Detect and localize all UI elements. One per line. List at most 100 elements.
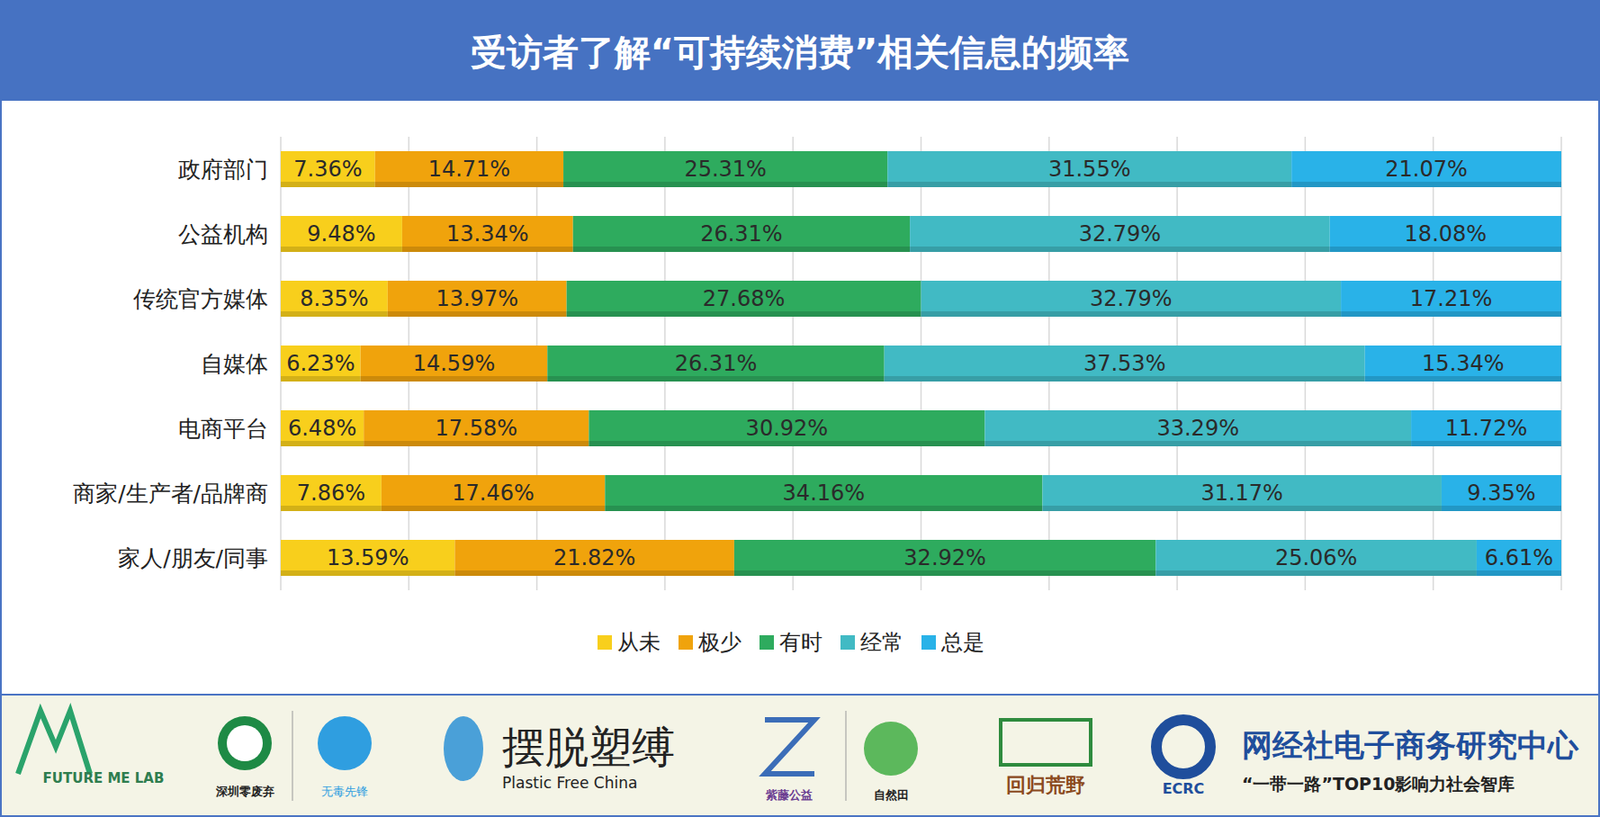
- data-label: 13.34%: [446, 221, 530, 247]
- logo-shape: [863, 721, 918, 776]
- footer-text: 紫藤公益: [764, 788, 813, 802]
- bar: [734, 539, 1156, 576]
- footer-text: 摆脱塑缚: [502, 721, 675, 773]
- bar: [1411, 410, 1562, 447]
- bar: [375, 151, 564, 188]
- bar: [1441, 475, 1562, 512]
- data-label: 7.86%: [296, 480, 366, 506]
- data-label: 14.59%: [413, 350, 496, 377]
- divider: [292, 710, 294, 801]
- bar-segment: [381, 475, 605, 512]
- data-label: 25.06%: [1275, 545, 1358, 571]
- data-label: 14.71%: [428, 156, 512, 182]
- data-label: 13.59%: [326, 545, 410, 571]
- bar: [280, 151, 376, 188]
- bar-shade: [280, 246, 403, 252]
- data-label: 17.58%: [435, 415, 519, 441]
- bar-shade: [360, 376, 549, 382]
- bar-shade: [984, 440, 1412, 447]
- bar: [363, 410, 589, 447]
- bar-shade: [387, 311, 567, 317]
- bar: [280, 410, 364, 447]
- category-label: 自媒体: [200, 350, 269, 378]
- bar-segment: [454, 539, 734, 576]
- bar-segment: [573, 215, 910, 252]
- bar-shade: [1411, 440, 1562, 447]
- legend-swatch: [840, 635, 855, 650]
- bar: [381, 475, 605, 512]
- footer-text: 自然田: [873, 788, 909, 802]
- data-label: 30.92%: [746, 415, 829, 441]
- legend-label: 从未: [617, 629, 661, 656]
- data-label: 25.31%: [683, 156, 767, 182]
- bar-segment: [734, 539, 1156, 576]
- bar-segment: [375, 151, 564, 188]
- bar-shade: [1155, 570, 1477, 576]
- footer-text: 网经社电子商务研究中心: [1241, 727, 1580, 764]
- data-label: 21.07%: [1384, 156, 1468, 182]
- bar-segment: [1441, 475, 1562, 512]
- legend-label: 极少: [697, 629, 742, 656]
- bar-segment: [884, 345, 1366, 382]
- logo-shape: [17, 710, 90, 774]
- bar-shade: [563, 181, 888, 188]
- category-label: 公益机构: [178, 221, 269, 248]
- category-label: 传统官方媒体: [133, 286, 269, 313]
- bar-segment: [360, 345, 549, 382]
- bar-segment: [280, 345, 361, 382]
- bar-segment: [1291, 151, 1562, 188]
- bar-segment: [280, 151, 376, 188]
- data-label: 27.68%: [702, 286, 786, 312]
- data-label: 9.48%: [306, 221, 376, 247]
- category-label: 家人/朋友/同事: [117, 545, 269, 572]
- bar: [280, 475, 382, 512]
- footer-band: [1, 694, 1599, 816]
- bar-shade: [566, 311, 922, 317]
- bar-segment: [363, 410, 589, 447]
- legend-label: 有时: [779, 629, 823, 656]
- bar-segment: [604, 475, 1043, 512]
- data-label: 26.31%: [700, 221, 783, 247]
- bar: [280, 345, 361, 382]
- bar: [402, 215, 574, 252]
- bar-shade: [887, 181, 1292, 188]
- data-label: 17.46%: [451, 480, 535, 506]
- bar: [280, 280, 388, 317]
- bar-segment: [387, 280, 567, 317]
- data-label: 31.17%: [1200, 480, 1284, 506]
- bar-segment: [1155, 539, 1477, 576]
- labels: 政府部门7.36%14.71%25.31%31.55%21.07%公益机构9.4…: [72, 156, 1554, 572]
- logo-shape: [443, 716, 484, 782]
- bar-shade: [280, 181, 376, 188]
- data-label: 26.31%: [674, 350, 758, 377]
- data-label: 18.08%: [1404, 221, 1488, 247]
- bar: [1340, 280, 1562, 317]
- bar: [563, 151, 888, 188]
- legend: 从未极少有时经常总是: [597, 629, 985, 656]
- bar-shade: [381, 505, 605, 512]
- footer-text: 无毒先锋: [321, 784, 369, 799]
- bar-shade: [1441, 505, 1562, 512]
- chart: 受访者了解“可持续消费”相关信息的频率政府部门7.36%14.71%25.31%…: [0, 0, 1600, 817]
- divider: [845, 710, 847, 801]
- data-label: 11.72%: [1445, 415, 1529, 441]
- data-label: 32.92%: [903, 545, 987, 571]
- bar-shade: [402, 246, 574, 252]
- data-label: 34.16%: [782, 480, 866, 506]
- bar-segment: [1365, 345, 1562, 382]
- data-label: 21.82%: [553, 545, 637, 571]
- data-label: 33.29%: [1156, 415, 1240, 441]
- footer: FUTURE ME LAB深圳零废弃无毒先锋摆脱塑缚Plastic Free C…: [0, 694, 1600, 816]
- legend-swatch: [597, 635, 612, 650]
- bar: [1330, 215, 1562, 252]
- bar-shade: [1365, 376, 1562, 382]
- data-label: 37.53%: [1083, 350, 1167, 377]
- frame: [0, 0, 1600, 817]
- bar-segment: [1340, 280, 1562, 317]
- data-label: 6.61%: [1484, 545, 1554, 571]
- bar-segment: [984, 410, 1412, 447]
- bar: [1155, 539, 1477, 576]
- bar-segment: [547, 345, 884, 382]
- bar: [566, 280, 922, 317]
- bar-shade: [280, 376, 361, 382]
